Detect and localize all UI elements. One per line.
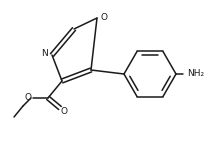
Text: NH₂: NH₂: [187, 69, 204, 78]
Text: O: O: [101, 12, 107, 21]
Text: O: O: [24, 93, 31, 102]
Text: O: O: [61, 106, 67, 116]
Text: N: N: [42, 50, 48, 58]
